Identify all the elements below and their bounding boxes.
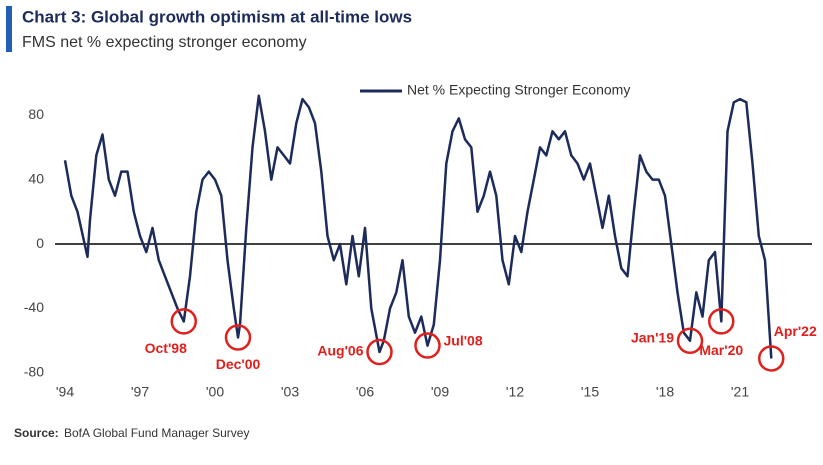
x-tick-label: '06 <box>356 384 374 400</box>
y-tick-label: 40 <box>28 170 44 186</box>
x-tick-label: '21 <box>731 384 749 400</box>
x-tick-label: '18 <box>656 384 674 400</box>
y-tick-label: 0 <box>36 235 44 251</box>
series-line <box>63 94 773 359</box>
chart-title: Chart 3: Global growth optimism at all-t… <box>22 7 412 26</box>
y-tick-label: -80 <box>24 364 44 380</box>
annotation-label: Jan'19 <box>631 329 674 345</box>
legend-label: Net % Expecting Stronger Economy <box>407 82 630 98</box>
annotation-circle <box>366 338 393 366</box>
source-label: Source: <box>14 426 59 440</box>
x-tick-label: '97 <box>131 384 149 400</box>
annotation-circle <box>676 327 704 354</box>
y-tick-label: 80 <box>28 106 44 122</box>
annotation-circle <box>170 308 197 335</box>
annotation-label: Jul'08 <box>444 332 483 348</box>
annotation-circle <box>708 308 735 335</box>
x-tick-label: '03 <box>281 384 299 400</box>
annotation-circle <box>758 345 785 372</box>
y-tick-label: -40 <box>24 299 44 315</box>
chart-subtitle: FMS net % expecting stronger economy <box>22 34 307 51</box>
x-tick-label: '00 <box>206 384 224 400</box>
annotation-label: Mar'20 <box>699 342 743 358</box>
x-tick-label: '12 <box>506 384 524 400</box>
annotation-label: Oct'98 <box>145 340 187 356</box>
title-accent <box>6 6 12 52</box>
x-tick-label: '09 <box>431 384 449 400</box>
annotation-circle <box>224 324 252 351</box>
annotation-label: Apr'22 <box>774 323 817 339</box>
x-tick-label: '15 <box>581 384 599 400</box>
annotation-label: Dec'00 <box>216 356 261 372</box>
x-tick-label: '94 <box>56 384 74 400</box>
annotation-circle <box>414 332 441 359</box>
annotation-label: Aug'06 <box>317 343 363 359</box>
source: BofA Global Fund Manager Survey <box>64 426 249 440</box>
